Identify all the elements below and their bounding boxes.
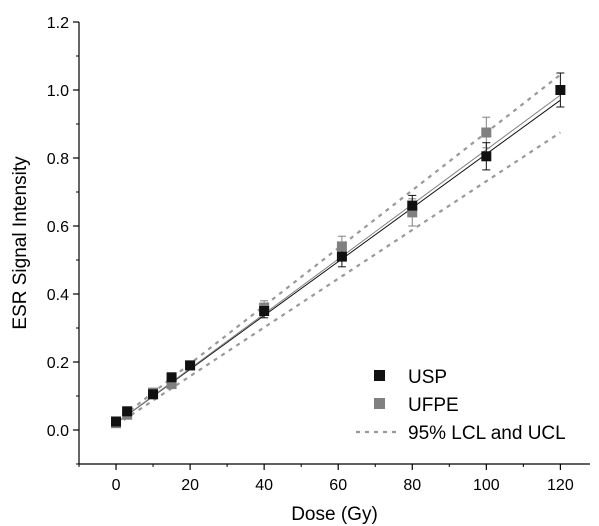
data-point-usp [336,251,347,262]
data-point-usp [166,372,177,383]
data-point-ufpe [407,207,418,218]
legend-marker-usp [374,370,385,381]
x-tick-label: 40 [255,477,273,494]
data-point-usp [148,389,159,400]
axes-frame [78,22,590,465]
y-tick-label: 0.2 [47,355,69,372]
legend-label-confidence-band: 95% LCL and UCL [408,423,566,444]
data-point-ufpe [336,241,347,252]
legend-label-ufpe: UFPE [408,395,459,416]
data-point-usp [122,406,133,417]
y-tick-label: 1.0 [47,83,69,100]
confidence-band-lower [115,131,561,426]
y-axis-title: ESR Signal Intensity [10,156,31,330]
x-tick-label: 60 [329,477,347,494]
data-point-ufpe [481,127,492,138]
x-tick-label: 20 [181,477,199,494]
data-point-usp [481,151,492,162]
data-point-usp [259,306,270,316]
data-point-usp [111,416,122,427]
y-tick-label: 0.8 [47,151,69,168]
x-tick-label: 100 [473,477,500,494]
legend: USP UFPE 95% LCL and UCL [356,367,566,444]
x-tick-label: 80 [403,477,421,494]
data-points [111,85,566,429]
legend-label-usp: USP [408,367,447,388]
x-axis-title: Dose (Gy) [291,504,378,525]
data-point-usp [185,360,196,371]
legend-marker-ufpe [374,398,385,409]
y-tick-label: 0.6 [47,219,69,236]
fit-line-usp [115,99,561,424]
axis-ticks: 0 20 40 60 80 100 120 0.0 0.2 0.4 0.6 0.8 1.0 1.2 [47,15,574,494]
data-point-usp [407,200,418,211]
y-tick-label: 0.4 [47,287,69,304]
data-point-ufpe [166,379,177,390]
y-tick-label: 1.2 [47,15,69,32]
x-tick-label: 0 [112,477,121,494]
x-tick-label: 120 [547,477,574,494]
data-point-usp [555,85,566,95]
y-tick-label: 0.0 [47,423,69,440]
